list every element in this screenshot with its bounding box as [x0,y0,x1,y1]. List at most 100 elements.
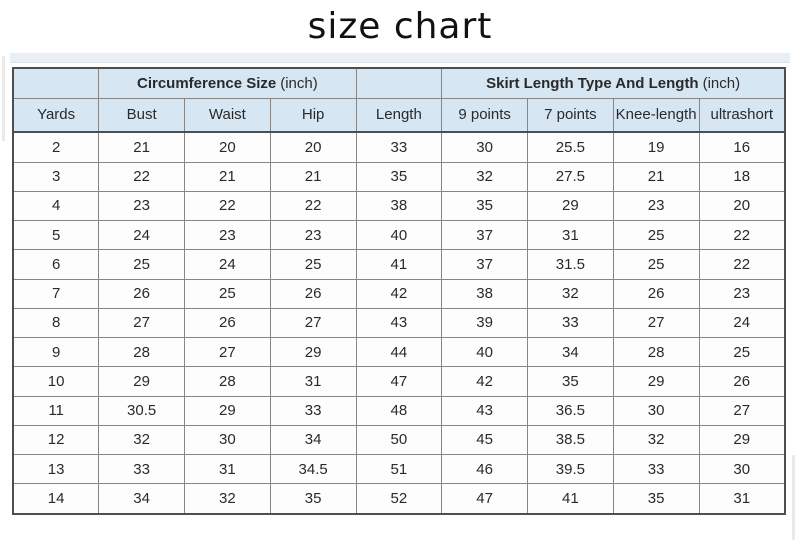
value-cell: 47 [355,366,443,397]
skirt-length-group-title: Skirt Length Type And Length [486,74,699,92]
table-row: 4 23 22 22 38 35 29 23 20 [12,190,786,222]
value-cell: 47 [441,483,528,515]
value-cell: 20 [269,131,357,163]
value-cell: 26 [184,307,271,339]
value-cell: 22 [98,161,185,192]
value-cell: 26 [269,278,357,309]
value-cell: 29 [184,395,271,426]
yards-cell: 6 [12,249,100,280]
value-cell: 34 [527,337,614,368]
size-table-body: 2 21 20 20 33 30 25.5 19 16 3 22 21 21 35 32 27.5 21 18 4 2… [12,131,786,515]
column-header-knee-length: Knee-length [612,97,700,133]
value-cell: 41 [527,483,614,515]
table-row: 11 30.5 29 33 48 43 36.5 30 27 [12,395,786,426]
value-cell: 25 [269,249,357,280]
value-cell: 29 [612,366,700,397]
value-cell: 42 [441,366,528,397]
value-cell: 24 [184,249,271,280]
value-cell: 23 [698,278,786,309]
value-cell: 27 [98,307,185,339]
size-chart-table: Circumference Size (inch) Skirt Length Ty… [12,67,786,515]
column-header-waist: Waist [184,97,271,133]
left-edge-artifact [2,56,5,141]
value-cell: 51 [355,454,443,485]
value-cell: 22 [269,190,357,222]
value-cell: 39.5 [527,454,614,485]
yards-cell: 5 [12,220,100,251]
value-cell: 35 [269,483,357,515]
value-cell: 27 [269,307,357,339]
value-cell: 26 [698,366,786,397]
column-header-hip: Hip [269,97,357,133]
table-row: 6 25 24 25 41 37 31.5 25 22 [12,249,786,280]
value-cell: 21 [184,161,271,192]
value-cell: 27 [612,307,700,339]
yards-cell: 14 [12,483,100,515]
value-cell: 38 [355,190,443,222]
yards-cell: 3 [12,161,100,192]
value-cell: 48 [355,395,443,426]
value-cell: 42 [355,278,443,309]
value-cell: 38.5 [527,424,614,456]
value-cell: 30 [612,395,700,426]
value-cell: 52 [355,483,443,515]
value-cell: 38 [441,278,528,309]
value-cell: 46 [441,454,528,485]
value-cell: 24 [98,220,185,251]
table-row: 2 21 20 20 33 30 25.5 19 16 [12,131,786,163]
value-cell: 29 [269,337,357,368]
yards-cell: 12 [12,424,100,456]
value-cell: 18 [698,161,786,192]
value-cell: 25 [612,220,700,251]
value-cell: 37 [441,220,528,251]
table-row: 8 27 26 27 43 39 33 27 24 [12,307,786,339]
value-cell: 20 [698,190,786,222]
value-cell: 25 [184,278,271,309]
value-cell: 35 [527,366,614,397]
group-header-row: Circumference Size (inch) Skirt Length Ty… [12,67,786,99]
value-cell: 32 [441,161,528,192]
value-cell: 19 [612,131,700,163]
value-cell: 24 [698,307,786,339]
value-cell: 36.5 [527,395,614,426]
value-cell: 25 [698,337,786,368]
table-row: 12 32 30 34 50 45 38.5 32 29 [12,424,786,456]
value-cell: 28 [184,366,271,397]
skirt-length-group-header: Skirt Length Type And Length (inch) [441,67,786,99]
table-row: 7 26 25 26 42 38 32 26 23 [12,278,786,309]
table-row: 14 34 32 35 52 47 41 35 31 [12,483,786,515]
yards-cell: 8 [12,307,100,339]
value-cell: 32 [98,424,185,456]
value-cell: 31 [527,220,614,251]
value-cell: 35 [355,161,443,192]
value-cell: 29 [698,424,786,456]
table-row: 10 29 28 31 47 42 35 29 26 [12,366,786,397]
value-cell: 32 [612,424,700,456]
value-cell: 23 [269,220,357,251]
value-cell: 31.5 [527,249,614,280]
value-cell: 35 [612,483,700,515]
value-cell: 26 [98,278,185,309]
table-top-shadow [10,53,790,63]
value-cell: 21 [612,161,700,192]
value-cell: 23 [98,190,185,222]
value-cell: 22 [184,190,271,222]
yards-cell: 4 [12,190,100,222]
value-cell: 39 [441,307,528,339]
value-cell: 34 [269,424,357,456]
corner-cell-yards [12,67,100,99]
value-cell: 50 [355,424,443,456]
table-header: Circumference Size (inch) Skirt Length Ty… [12,67,786,133]
value-cell: 30 [184,424,271,456]
value-cell: 35 [441,190,528,222]
corner-cell-length [355,67,443,99]
value-cell: 25 [612,249,700,280]
yards-cell: 13 [12,454,100,485]
table-row: 9 28 27 29 44 40 34 28 25 [12,337,786,368]
value-cell: 43 [355,307,443,339]
value-cell: 40 [441,337,528,368]
value-cell: 27 [184,337,271,368]
value-cell: 26 [612,278,700,309]
column-header-length: Length [355,97,443,133]
